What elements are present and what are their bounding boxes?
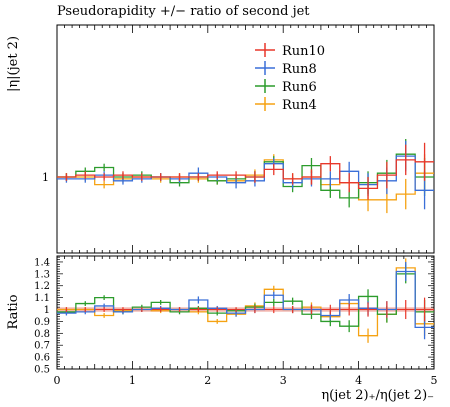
x-tick-label: 2: [204, 374, 211, 387]
ratio-series-run8: [57, 270, 434, 329]
x-tick-label: 5: [431, 374, 438, 387]
main-series-run8: [57, 155, 434, 191]
ratio-y-tick-label: 1.1: [34, 293, 50, 304]
ratio-y-tick-label: 1.3: [34, 269, 50, 280]
main-y-axis-label: |η|(jet 2): [6, 36, 21, 92]
main-frame: [56, 24, 435, 254]
ratio-y-tick-label: 0.7: [34, 341, 50, 352]
ratio-y-tick-label: 1: [44, 305, 50, 316]
x-axis-label: η(jet 2)₊/η(jet 2)₋: [321, 388, 434, 403]
x-tick-label: 4: [355, 374, 362, 387]
ratio-panel: 0.50.60.70.80.911.11.21.31.40 1 2 3 4 5: [34, 255, 438, 387]
main-series-run10: [57, 159, 434, 190]
main-y-tick-label: 1: [42, 171, 49, 184]
main-panel: 1: [42, 24, 435, 254]
legend: Run10 Run8 Run6 Run4: [255, 43, 325, 113]
x-tick-label: 0: [54, 374, 61, 387]
legend-label: Run6: [282, 80, 317, 95]
ratio-y-tick-label: 1.4: [34, 257, 50, 268]
ratio-y-tick-label: 1.2: [34, 281, 50, 292]
legend-label: Run4: [282, 98, 317, 113]
ratio-y-tick-label: 0.8: [34, 329, 50, 340]
ratio-y-tick-label: 0.9: [34, 317, 50, 328]
legend-label: Run8: [282, 62, 317, 77]
chart-title: Pseudorapidity +/− ratio of second jet: [57, 4, 310, 19]
ratio-y-tick-label: 0.6: [34, 353, 50, 364]
ratio-y-tick-label: 0.5: [34, 365, 50, 376]
ratio-y-axis-label: Ratio: [6, 294, 21, 329]
x-tick-label: 1: [129, 374, 136, 387]
legend-label: Run10: [282, 44, 325, 59]
x-tick-label: 3: [280, 374, 287, 387]
